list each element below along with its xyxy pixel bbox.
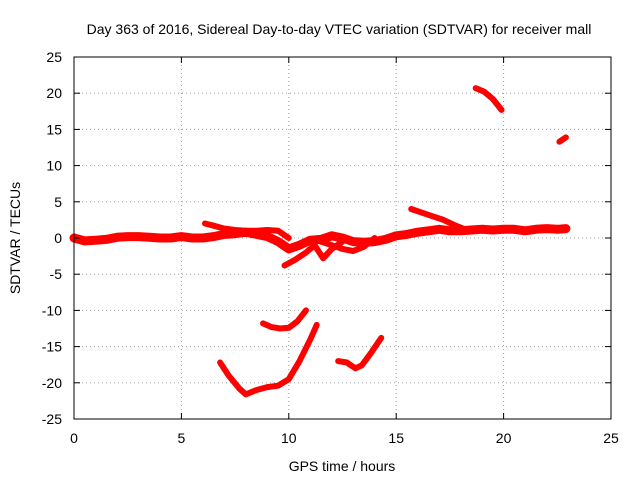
x-tick-label: 0	[70, 430, 78, 446]
y-tick-label: 15	[46, 121, 62, 137]
y-tick-label: -5	[50, 266, 63, 282]
y-tick-label: -20	[42, 375, 62, 391]
series-dip-12-14	[318, 235, 378, 254]
y-axis-label: SDTVAR / TECUs	[7, 182, 23, 294]
y-tick-label: 10	[46, 158, 62, 174]
x-tick-label: 20	[496, 430, 512, 446]
y-tick-label: 25	[46, 49, 62, 65]
x-tick-label: 25	[603, 430, 619, 446]
y-tick-label: 5	[54, 194, 62, 210]
y-tick-label: -25	[42, 411, 62, 427]
x-tick-label: 10	[281, 430, 297, 446]
x-tick-label: 15	[388, 430, 404, 446]
series-arc-a	[217, 321, 320, 398]
series-arc-b	[260, 307, 309, 332]
tick-layer: 0 5 10 15 20 25 -25 -20 -15 -10 -5 0 5 10 15 20 25	[42, 49, 619, 446]
series-arc-c	[335, 334, 385, 372]
series-arc-e	[556, 134, 569, 145]
y-tick-label: -10	[42, 302, 62, 318]
chart-title: Day 363 of 2016, Sidereal Day-to-day VTE…	[87, 21, 592, 37]
y-tick-label: -15	[42, 339, 62, 355]
y-tick-label: 20	[46, 85, 62, 101]
x-axis-label: GPS time / hours	[289, 458, 396, 474]
series-layer	[69, 85, 571, 398]
series-main-band	[69, 224, 571, 254]
series-arc-d	[472, 85, 505, 113]
y-tick-label: 0	[54, 230, 62, 246]
series-bump-15-18	[408, 206, 468, 233]
series-upper-6-10	[202, 220, 292, 241]
series-lower-10-13	[281, 238, 346, 269]
x-tick-label: 5	[178, 430, 186, 446]
